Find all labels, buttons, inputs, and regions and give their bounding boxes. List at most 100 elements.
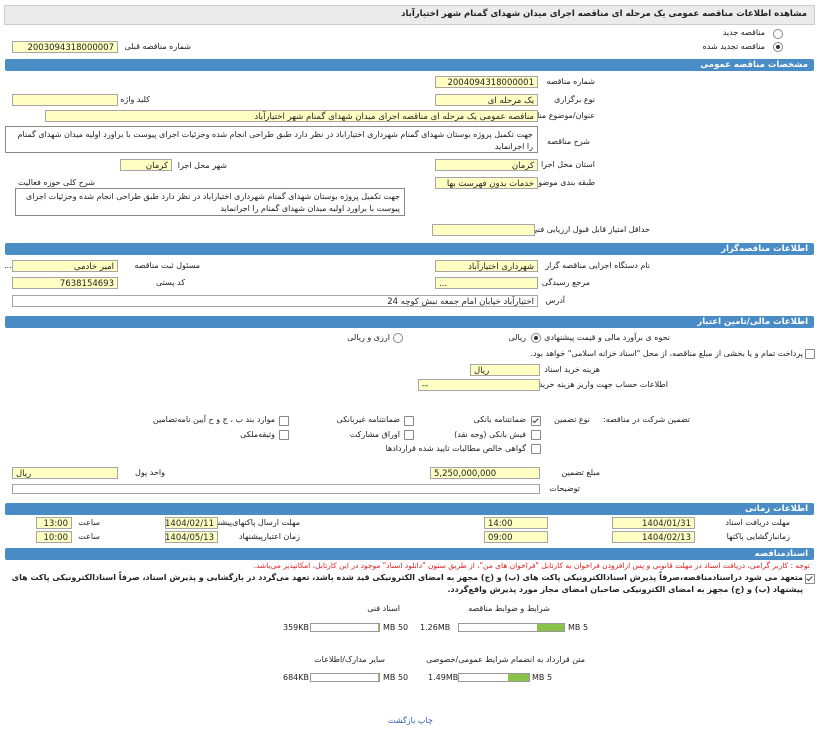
file-max: 50 MB [383, 623, 409, 632]
radio[interactable] [773, 29, 783, 39]
commitment: متعهد می شود دراسنادمناقصه،صرفاً پذیرش ا… [11, 573, 803, 594]
textarea: جهت تکمیل پروژه بوستان شهدای گمنام شهردا… [15, 188, 405, 216]
label: زمانبازگشایی پاکتها [726, 532, 790, 541]
field: 1404/02/11 [165, 517, 218, 529]
radio[interactable] [531, 333, 541, 343]
field: کرمان [120, 159, 172, 171]
file-size: 359KB [283, 623, 310, 632]
field: شهرداری اختیارآباد [435, 260, 538, 272]
page-title: مشاهده اطلاعات مناقصه عمومی یک مرحله ای … [401, 9, 807, 19]
checkbox[interactable] [805, 349, 815, 359]
radio-label: ارزی و ریالی [347, 333, 390, 342]
checkbox[interactable] [531, 416, 541, 426]
label: حداقل امتیاز قابل قبول ارزیابی فنی/بازرگ… [501, 225, 650, 234]
file-fill [378, 624, 379, 631]
field: 2004094318000001 [435, 76, 538, 88]
checkbox-label: ضمانتنامه بانکی [473, 415, 526, 424]
radio-label: مناقصه تجدید شده [702, 42, 765, 51]
label: مرجع رسیدگی [541, 278, 590, 287]
label: عنوان/موضوع مناقصه [522, 111, 595, 120]
file-size: 684KB [283, 673, 310, 682]
file-bar [458, 623, 565, 632]
textarea: جهت تکمیل پروژه بوستان شهدای گمنام شهردا… [5, 126, 538, 153]
label: آدرس [545, 296, 565, 305]
checkbox-label: اوراق مشارکت [349, 430, 400, 439]
checkbox[interactable] [805, 574, 815, 584]
field: 1404/01/31 [612, 517, 695, 529]
radio[interactable] [393, 333, 403, 343]
field: -- [418, 379, 540, 391]
label: مهلت ارسال پاکتهای‌پیشنهاد [208, 518, 300, 527]
section-header: اطلاعات مناقصه‌گزار [5, 243, 814, 255]
section-header: مشخصات مناقصه عمومی [5, 59, 814, 71]
file-fill [508, 674, 529, 681]
checkbox-label: پرداخت تمام و یا بخشی از مبلغ مناقصه، از… [530, 349, 803, 358]
field: خدمات بدون فهرست بها [435, 177, 538, 189]
label: نحوه ی برآورد مالی و قیمت پیشنهادی [544, 333, 670, 342]
checkbox[interactable] [531, 444, 541, 454]
checkbox-label: موارد بند ب ، ج و ح آیین نامه‌تضامین [152, 415, 275, 424]
file-fill [537, 624, 564, 631]
radio-label: ریالی [508, 333, 526, 342]
label: مسئول ثبت مناقصه [134, 261, 200, 270]
label: ساعت [78, 518, 100, 527]
label: اطلاعات حساب جهت واریز هزینه خرید اسناد [518, 380, 668, 389]
checkbox-label: وثیقه‌ملکی [240, 430, 275, 439]
field: 1404/02/13 [612, 531, 695, 543]
label: توضیحات [549, 484, 580, 493]
section-header: اطلاعات مالی/تامین اعتبار [5, 316, 814, 328]
label: کلید واژه [120, 95, 150, 104]
file-size: 1.26MB [420, 623, 451, 632]
checkbox[interactable] [279, 430, 289, 440]
field: 7638154693 [12, 277, 118, 289]
file-bar [458, 673, 530, 682]
radio[interactable] [773, 42, 783, 52]
file-max: 5 MB [568, 623, 589, 632]
radio-label: مناقصه جدید [722, 28, 765, 37]
field: 13:00 [36, 517, 72, 529]
label: مبلغ تضمین [561, 468, 600, 477]
field: 1404/05/13 [165, 531, 218, 543]
label: نوع تضمین [554, 415, 590, 424]
checkbox-label: فیش بانکی (وجه نقد) [454, 430, 526, 439]
checkbox[interactable] [404, 416, 414, 426]
file-bar [310, 623, 380, 632]
field: 5,250,000,000 [430, 467, 540, 479]
field [12, 94, 118, 106]
print-back-link[interactable]: چاپ بازگشت [388, 716, 433, 725]
field: یک مرحله ای [435, 94, 538, 106]
label: هزینه خرید اسناد [544, 365, 600, 374]
checkbox[interactable] [279, 416, 289, 426]
field: ریال [12, 467, 118, 479]
label: طبقه بندی موضوعی [526, 178, 595, 187]
field: 09:00 [484, 531, 548, 543]
file-fill [378, 674, 379, 681]
section-header: اسنادمناقصه [5, 548, 814, 560]
note: توجه : کاربر گرامی، دریافت اسناد در مهلت… [253, 561, 810, 570]
file-max: 5 MB [532, 673, 553, 682]
file-label: اسناد فنی [367, 604, 400, 613]
label: شماره مناقصه [546, 77, 595, 86]
section-header: اطلاعات زمانی [5, 503, 814, 515]
field: مناقصه عمومی یک مرحله ای مناقصه اجرای می… [45, 110, 538, 122]
checkbox[interactable] [531, 430, 541, 440]
label: زمان اعتبارپیشنهاد [238, 532, 300, 541]
field: ... [435, 277, 538, 289]
checkbox[interactable] [404, 430, 414, 440]
label: کد پستی [156, 278, 185, 287]
more[interactable]: ... [4, 261, 12, 270]
field: اختیارآباد خیابان امام جمعه نبش کوچه 24 [12, 295, 538, 307]
label: نام دستگاه اجرایی مناقصه گزار [545, 261, 650, 270]
file-size: 1.49MB [428, 673, 459, 682]
label: شهر محل اجرا [177, 161, 227, 170]
checkbox-label: گواهی خالص مطالبات تایید شده قراردادها [385, 444, 526, 453]
label: مهلت دریافت اسناد [725, 518, 790, 527]
field: 2003094318000007 [12, 41, 118, 53]
field: 14:00 [484, 517, 548, 529]
label: ساعت [78, 532, 100, 541]
label: شرح کلی حوزه فعالیت [18, 178, 95, 187]
field: کرمان [435, 159, 538, 171]
file-label: شرایط و ضوابط مناقصه [468, 604, 550, 613]
